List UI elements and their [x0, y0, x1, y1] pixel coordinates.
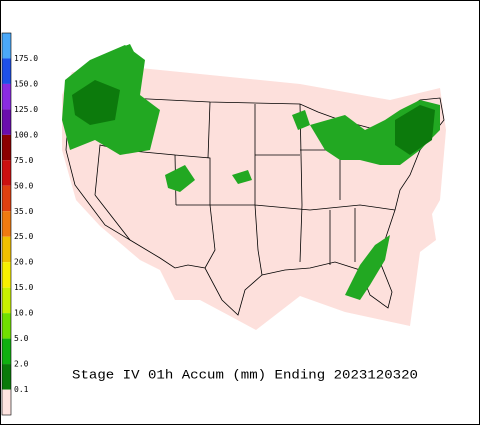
precip-area: [292, 110, 310, 130]
legend-label: 35.0: [14, 207, 33, 216]
legend: 175.0 150.0 125.0 100.0 75.0 50.0 35.0 25.0 20.0…: [1, 32, 38, 416]
legend-label: 100.0: [14, 130, 38, 139]
legend-label: 75.0: [14, 156, 33, 165]
precip-area: [165, 165, 195, 192]
legend-label: 175.0: [14, 54, 38, 63]
legend-label: 125.0: [14, 105, 38, 114]
legend-swatch: [2, 389, 11, 415]
legend-label: 50.0: [14, 181, 33, 190]
legend-swatch: [2, 109, 11, 135]
precip-area: [345, 235, 390, 300]
legend-swatch: [2, 262, 11, 288]
legend-swatch: [2, 338, 11, 365]
map: [62, 44, 446, 330]
legend-swatch: [2, 313, 11, 339]
precip-area: [72, 80, 120, 125]
legend-swatch: [2, 33, 11, 59]
legend-swatch: [2, 364, 11, 390]
legend-label: 15.0: [14, 283, 33, 292]
legend-swatch: [2, 160, 11, 186]
legend-label: 25.0: [14, 232, 33, 241]
legend-swatch: [2, 236, 11, 263]
legend-swatch: [2, 287, 11, 314]
precip-area: [232, 170, 252, 184]
legend-swatch: [2, 83, 11, 110]
legend-border: [1, 32, 12, 416]
legend-swatch: [2, 211, 11, 237]
legend-label: 5.0: [14, 334, 29, 343]
legend-swatch: [2, 185, 11, 212]
caption: Stage IV 01h Accum (mm) Ending 202312032…: [72, 367, 418, 382]
legend-label: 150.0: [14, 79, 38, 88]
legend-label: 20.0: [14, 258, 33, 267]
precip-area: [395, 105, 435, 155]
legend-label: 10.0: [14, 309, 33, 318]
legend-label: 0.1: [14, 385, 29, 394]
legend-label: 2.0: [14, 360, 29, 369]
legend-swatch: [2, 134, 11, 161]
precip-area: [120, 44, 138, 70]
legend-swatch: [2, 58, 11, 84]
